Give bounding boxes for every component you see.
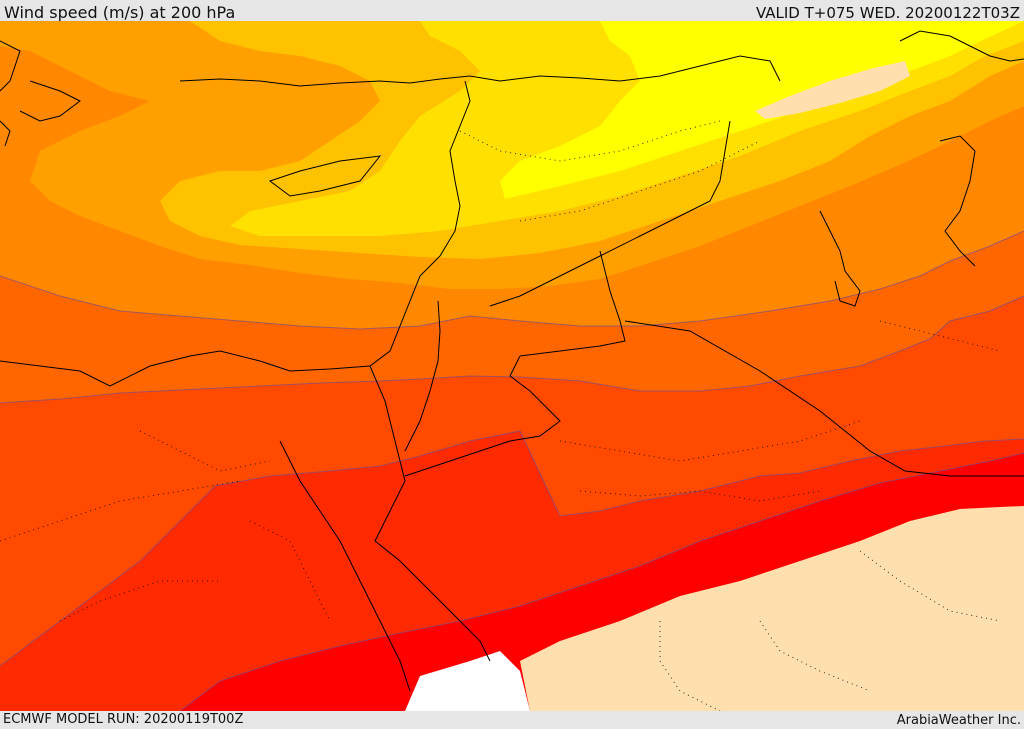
contour-lines bbox=[0, 230, 1024, 711]
coastlines-borders bbox=[0, 30, 1024, 692]
credit-label: ArabiaWeather Inc. bbox=[896, 713, 1021, 728]
band-lowest-core bbox=[755, 61, 910, 119]
map-canvas bbox=[0, 21, 1024, 711]
valid-time-label: VALID T+075 WED. 20200122T03Z bbox=[755, 4, 1020, 22]
model-run-label: ECMWF MODEL RUN: 20200119T00Z bbox=[3, 712, 244, 727]
band-lowest-south bbox=[520, 506, 1024, 711]
top-title-bar: Wind speed (m/s) at 200 hPa VALID T+075 … bbox=[0, 0, 1024, 22]
bottom-footer-bar: ECMWF MODEL RUN: 20200119T00Z ArabiaWeat… bbox=[0, 711, 1024, 729]
wind-speed-map bbox=[0, 21, 1024, 711]
map-title: Wind speed (m/s) at 200 hPa bbox=[4, 3, 236, 22]
missing-data-area bbox=[405, 651, 530, 711]
dotted-boundaries bbox=[0, 120, 1001, 711]
